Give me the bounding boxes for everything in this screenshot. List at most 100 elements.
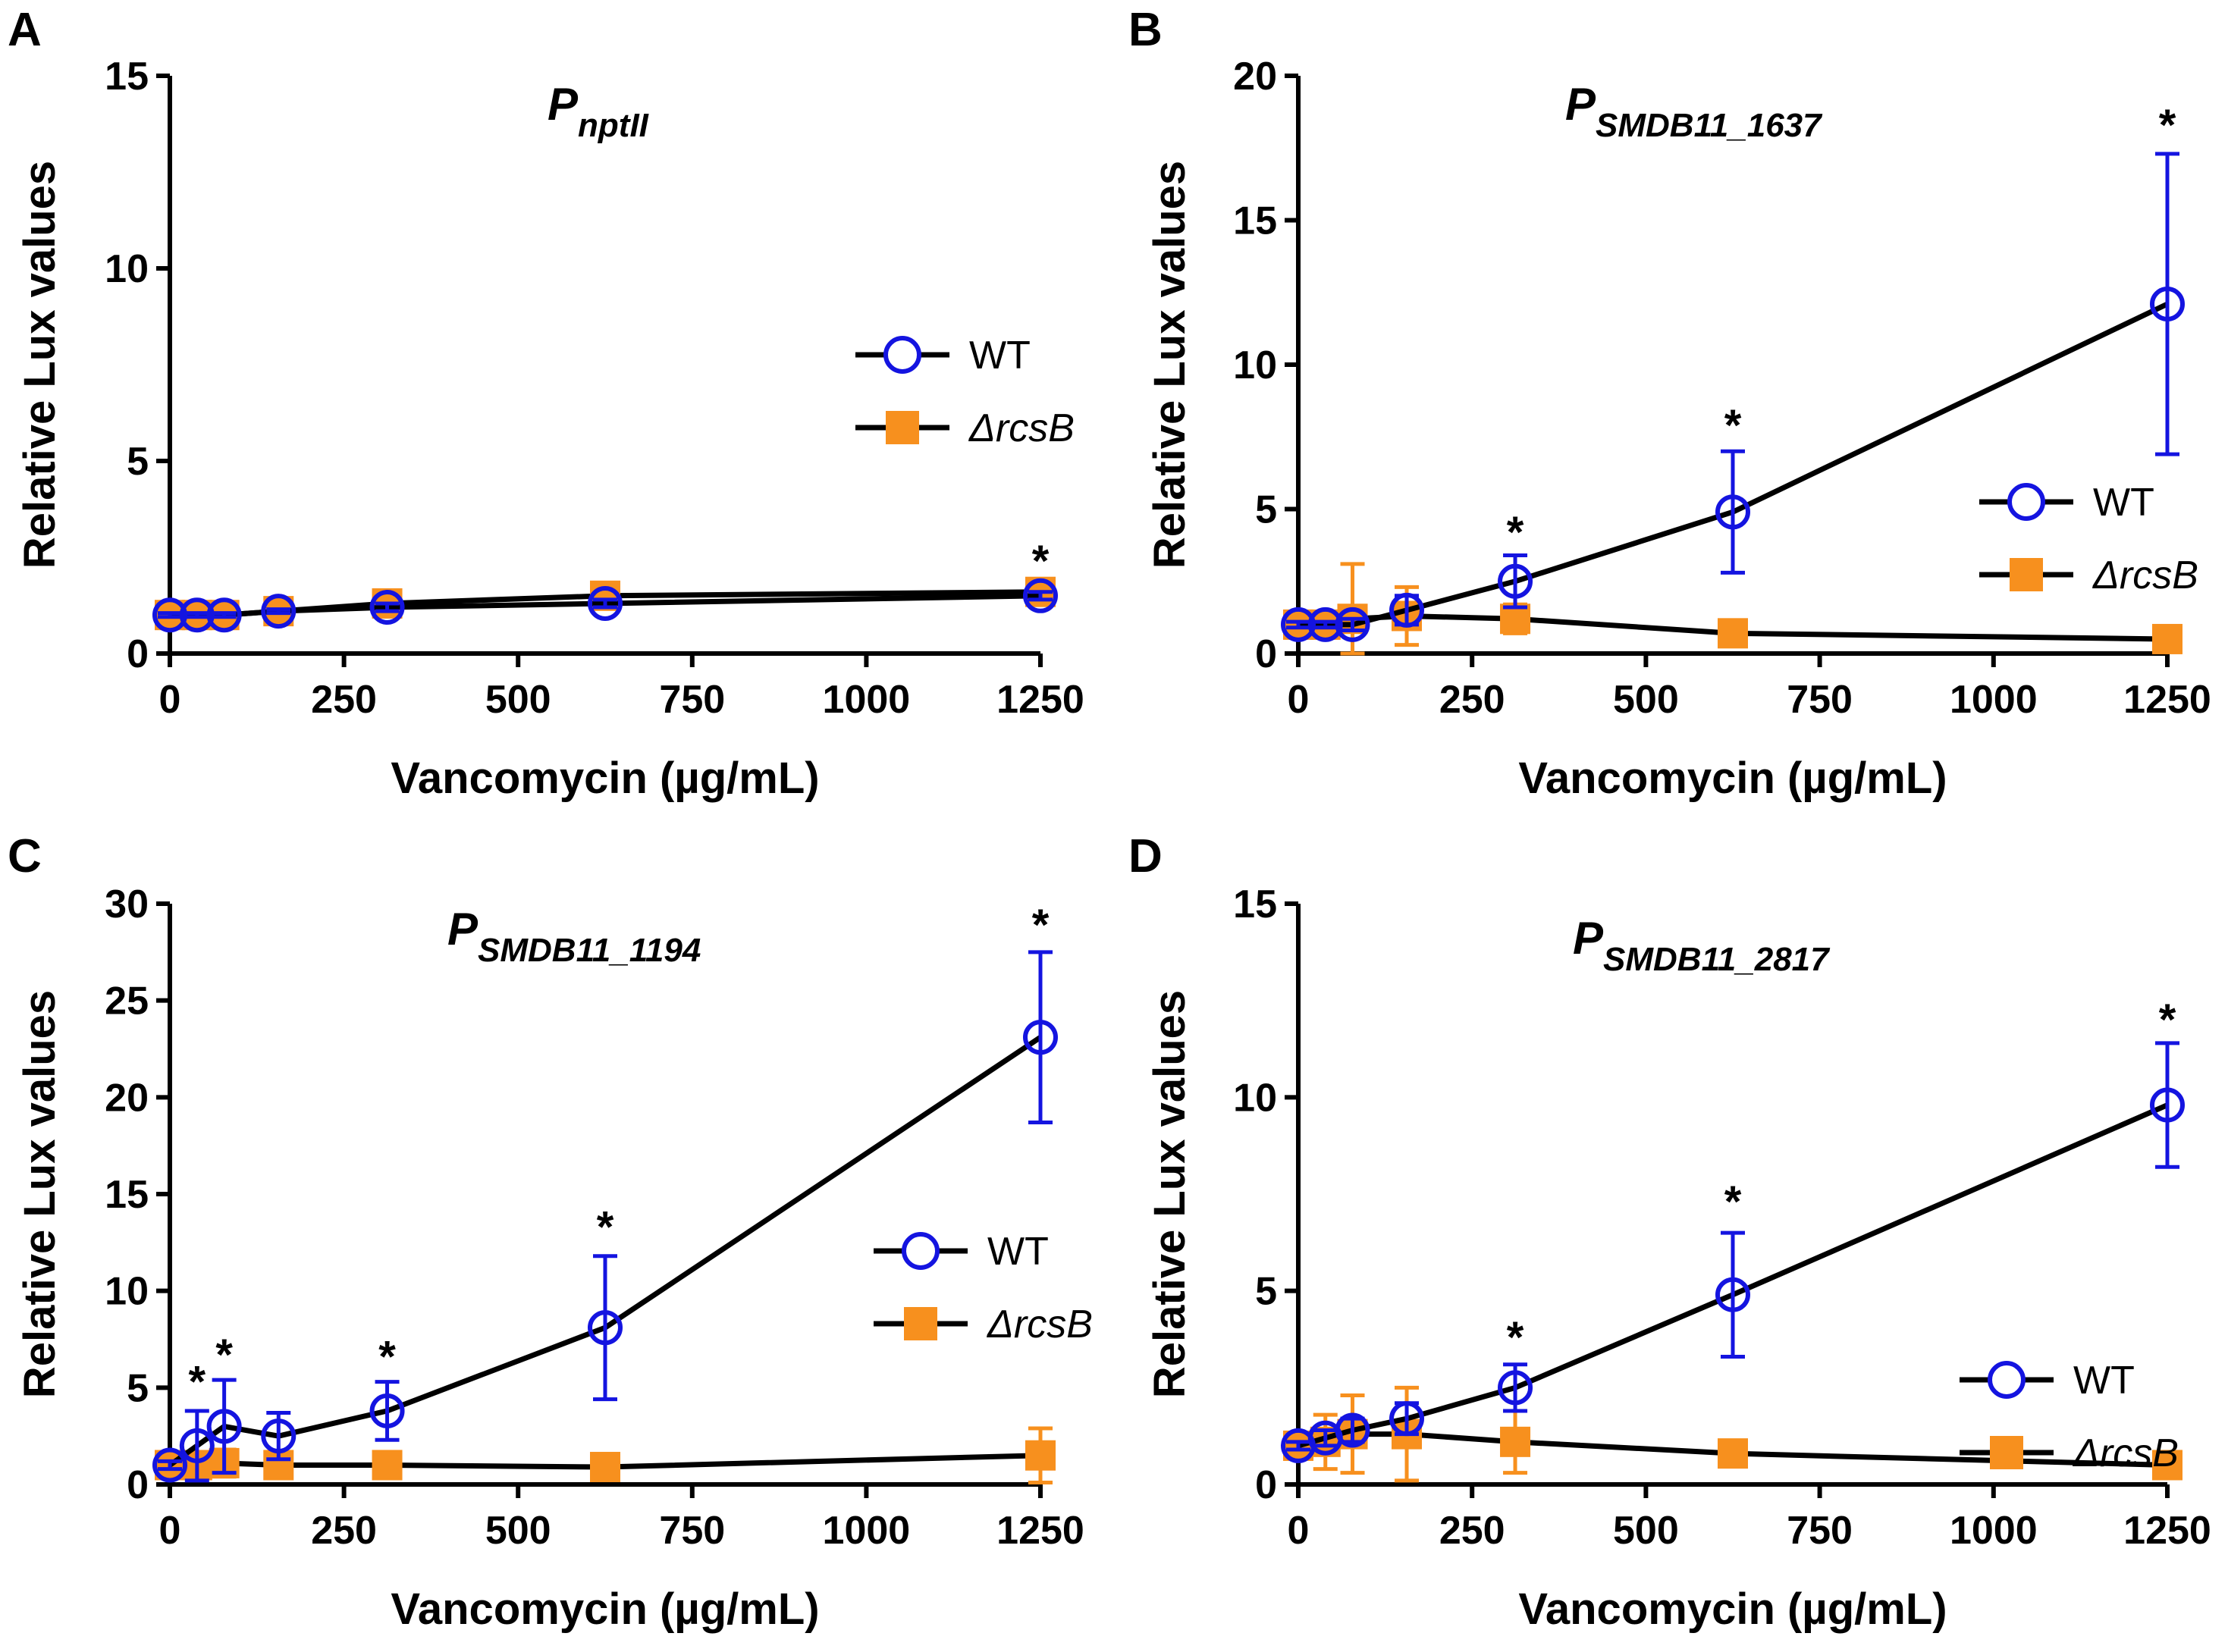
legend-item-rcsb: ΔrcsB	[855, 406, 1075, 450]
legend-item-wt: WT	[874, 1230, 1049, 1274]
significance-star: *	[1507, 508, 1524, 557]
x-tick-label: 500	[485, 1509, 551, 1553]
legend-item-wt: WT	[855, 334, 1031, 378]
legend: WT ΔrcsB	[1979, 481, 2198, 597]
title-main: P	[1573, 913, 1604, 964]
data-point-wt	[1023, 578, 1058, 613]
data-point-wt	[1281, 607, 1316, 642]
legend-marker-wt	[1988, 1361, 2026, 1399]
x-tick-label: 250	[311, 1509, 377, 1553]
data-point-rcsb	[1718, 1438, 1748, 1469]
y-tick-label: 10	[105, 1270, 149, 1314]
data-point-wt	[1498, 1370, 1533, 1406]
y-tick-label: 5	[1255, 1270, 1277, 1314]
panel-letter: D	[1128, 830, 1163, 882]
x-axis-label: Vancomycin (µg/mL)	[1518, 754, 1947, 803]
data-point-wt	[206, 1409, 242, 1444]
significance-star: *	[597, 1202, 614, 1252]
y-tick-label: 10	[105, 247, 149, 291]
y-tick-label: 20	[105, 1076, 149, 1120]
panel-letter: C	[8, 830, 42, 882]
series-wt	[1281, 1041, 2185, 1463]
legend-label: WT	[2073, 1359, 2135, 1403]
significance-star: *	[1724, 1177, 1742, 1227]
error-bar	[375, 601, 400, 613]
error-bar	[593, 1254, 617, 1402]
chart-title: PSMDB11_1194	[447, 904, 701, 969]
legend-marker-wt	[883, 336, 921, 374]
data-point-wt	[1715, 1277, 1750, 1312]
chart-title: PnptII	[548, 79, 649, 144]
data-point-wt	[1023, 1020, 1058, 1055]
y-tick-label: 15	[105, 55, 149, 99]
legend-marker-rcsb	[886, 411, 919, 444]
legend-item-rcsb: ΔrcsB	[1960, 1431, 2179, 1475]
legend: WT ΔrcsB	[855, 334, 1075, 450]
significance-star: *	[1032, 901, 1050, 950]
data-point-wt	[2150, 286, 2185, 321]
data-point-wt	[1389, 1401, 1425, 1437]
y-axis-label: Relative Lux values	[15, 161, 64, 569]
error-bar	[212, 1378, 237, 1475]
panel-a: A 0 5 10 15 0 250 500 750 1000 1250 Vancomycin (µg/…	[8, 4, 1084, 803]
x-axis-label: Vancomycin (µg/mL)	[391, 1585, 819, 1634]
error-bar	[212, 611, 237, 619]
y-tick-label: 15	[105, 1173, 149, 1217]
data-point-wt	[206, 597, 242, 633]
significance-star: *	[1724, 401, 1742, 450]
series-rcsb	[1283, 562, 2182, 656]
y-tick-label: 5	[127, 1366, 149, 1410]
x-tick-label: 1250	[2123, 1509, 2211, 1553]
x-tick-label: 1000	[1950, 1509, 2038, 1553]
title-subscript: SMDB11_2817	[1603, 941, 1831, 978]
title-main: P	[548, 79, 579, 130]
legend-marker-rcsb	[2010, 558, 2043, 591]
x-tick-label: 0	[1288, 678, 1310, 722]
chart-title: PSMDB11_2817	[1573, 913, 1831, 978]
legend: WT ΔrcsB	[874, 1230, 1093, 1346]
x-tick-label: 0	[1288, 1509, 1310, 1553]
legend-item-wt: WT	[1960, 1359, 2135, 1403]
legend-label: WT	[2093, 481, 2154, 525]
x-tick-label: 750	[659, 1509, 725, 1553]
data-point-wt	[179, 597, 215, 633]
panel-b: B 0 5 10 15 20 0 250 500 750 1000 1250 Vancomycin (µ…	[1128, 4, 2211, 803]
x-tick-label: 500	[1613, 678, 1679, 722]
x-axis-label: Vancomycin (µg/mL)	[1518, 1585, 1947, 1634]
y-tick-label: 20	[1233, 55, 1277, 99]
data-point-rcsb	[2152, 623, 2182, 654]
x-tick-label: 250	[1439, 678, 1505, 722]
x-tick-label: 750	[1787, 678, 1853, 722]
legend-item-wt: WT	[1979, 481, 2154, 525]
x-tick-label: 1250	[2123, 678, 2211, 722]
y-tick-label: 5	[127, 440, 149, 484]
significance-star: *	[189, 1358, 206, 1407]
y-tick-label: 25	[105, 980, 149, 1023]
series-wt	[152, 950, 1058, 1483]
data-point-wt	[588, 1310, 623, 1346]
error-bar	[2155, 152, 2179, 456]
data-point-wt	[152, 1447, 187, 1483]
title-subscript: SMDB11_1194	[478, 932, 701, 969]
title-main: P	[1565, 79, 1596, 130]
significance-star: *	[378, 1332, 396, 1381]
data-point-wt	[152, 597, 187, 633]
error-bar	[184, 611, 209, 619]
y-tick-label: 10	[1233, 1076, 1277, 1120]
legend-label: WT	[987, 1230, 1049, 1274]
significance-star: *	[2159, 101, 2176, 150]
data-point-rcsb	[1500, 1426, 1531, 1457]
legend-marker-rcsb	[904, 1307, 937, 1340]
x-tick-label: 1000	[823, 1509, 911, 1553]
error-bar	[1028, 950, 1053, 1125]
y-axis-label: Relative Lux values	[1145, 990, 1194, 1398]
data-point-rcsb	[1025, 1440, 1056, 1471]
x-tick-label: 1250	[996, 678, 1084, 722]
significance-star: *	[1032, 537, 1050, 586]
y-tick-label: 10	[1233, 343, 1277, 387]
x-tick-label: 250	[1439, 1509, 1505, 1553]
y-tick-label: 0	[127, 632, 149, 676]
series-wt	[1281, 152, 2185, 642]
panel-letter: B	[1128, 4, 1163, 56]
